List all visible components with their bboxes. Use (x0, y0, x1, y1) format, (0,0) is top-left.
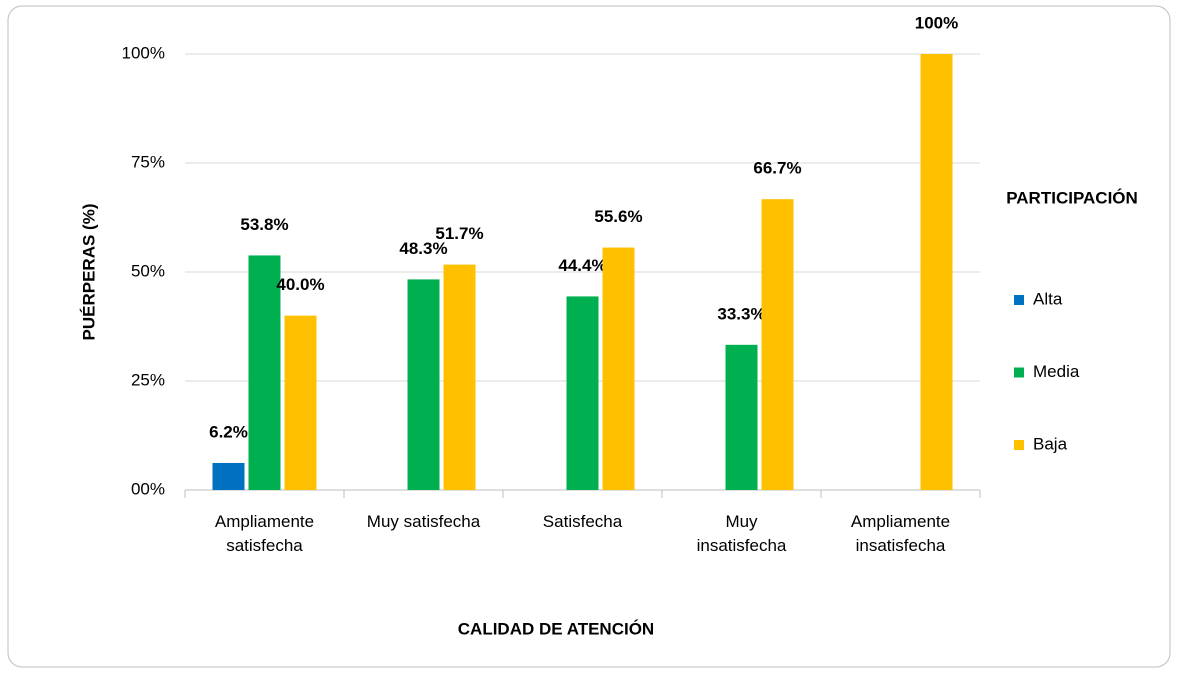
bar (920, 54, 953, 490)
y-axis-title: PUÉRPERAS (%) (79, 204, 98, 341)
bar (284, 315, 317, 490)
x-tick-label: Muy insatisfecha (696, 512, 787, 555)
data-label: 40.0% (276, 275, 324, 294)
bar (248, 255, 281, 490)
bar (566, 296, 599, 490)
data-label: 33.3% (717, 304, 765, 323)
y-tick-label: 25% (131, 370, 165, 389)
data-label: 51.7% (435, 224, 483, 243)
data-label: 66.7% (753, 159, 801, 178)
bar (443, 264, 476, 490)
legend-title: PARTICIPACIÓN (1006, 188, 1138, 207)
legend-label: Media (1033, 362, 1080, 381)
x-tick-label: Ampliamente insatisfecha (850, 512, 951, 555)
data-label: 53.8% (240, 215, 288, 234)
data-label: 6.2% (209, 422, 248, 441)
data-label: 44.4% (558, 256, 606, 275)
bar (602, 247, 635, 490)
legend-swatch (1014, 295, 1024, 305)
x-axis-title: CALIDAD DE ATENCIÓN (458, 619, 654, 638)
y-tick-label: 75% (131, 152, 165, 171)
data-label: 55.6% (594, 207, 642, 226)
legend-label: Baja (1033, 434, 1068, 453)
data-label: 100% (915, 13, 958, 32)
legend-swatch (1014, 440, 1024, 450)
bar (212, 462, 245, 490)
y-tick-label: 00% (131, 479, 165, 498)
bar (761, 199, 794, 491)
y-tick-label: 50% (131, 261, 165, 280)
legend-swatch (1014, 367, 1024, 378)
bar (725, 344, 758, 490)
data-label: 48.3% (399, 239, 447, 258)
bar (407, 279, 440, 490)
x-tick-label: Ampliamente satisfecha (214, 512, 315, 555)
legend-label: Alta (1033, 289, 1063, 308)
x-tick-label: Satisfecha (542, 512, 623, 531)
x-tick-label: Muy satisfecha (366, 512, 481, 531)
y-tick-label: 100% (122, 43, 165, 62)
